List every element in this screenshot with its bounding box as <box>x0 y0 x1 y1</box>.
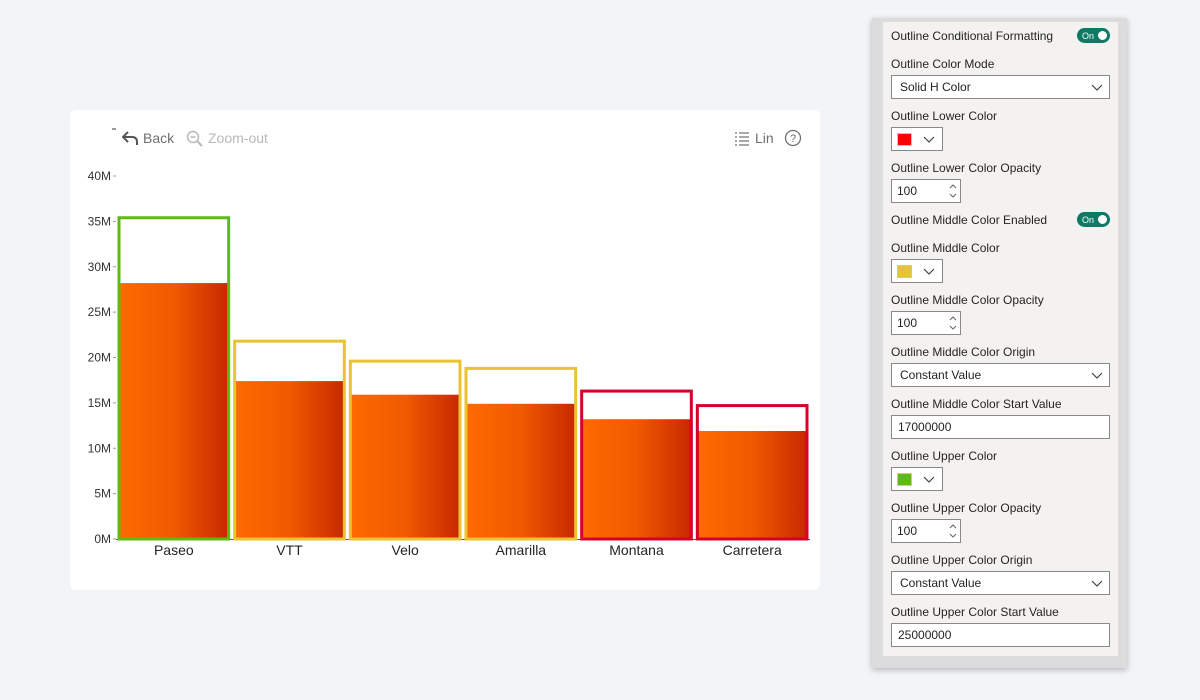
y-tick-label: 25M <box>88 305 111 319</box>
bar-value[interactable] <box>697 431 807 539</box>
chevron-down-icon <box>923 136 935 143</box>
middle-color-label: Outline Middle Color <box>891 241 1000 255</box>
upper-opacity-stepper[interactable]: 100 <box>891 519 961 543</box>
bar-value[interactable] <box>350 394 460 539</box>
drill-up-marker <box>112 128 116 130</box>
bar-value[interactable] <box>119 283 229 539</box>
zoom-out-button[interactable]: Zoom-out <box>186 128 268 148</box>
y-axis: 0M 5M 10M 15M 20M 25M 30M 35M 40M <box>88 169 810 546</box>
upper-start-label: Outline Upper Color Start Value <box>891 605 1059 619</box>
stepper-arrows-icon[interactable] <box>948 182 958 200</box>
toggle-text: On <box>1082 30 1095 41</box>
chevron-down-icon <box>1091 372 1103 379</box>
y-tick-label: 40M <box>88 169 111 183</box>
lower-color-picker[interactable] <box>891 127 943 151</box>
middle-start-value: 17000000 <box>898 420 952 434</box>
chart-toolbar: Back Zoom-out Lin <box>70 110 820 162</box>
chevron-down-icon <box>1091 84 1103 91</box>
y-tick-label: 30M <box>88 260 111 274</box>
stepper-arrows-icon[interactable] <box>948 522 958 540</box>
x-category-label: Montana <box>609 542 664 558</box>
x-category-label: Amarilla <box>496 542 547 558</box>
chevron-down-icon <box>923 268 935 275</box>
toggle-text: On <box>1082 214 1095 225</box>
bar-outline[interactable] <box>233 339 346 541</box>
middle-opacity-value: 100 <box>897 316 918 330</box>
chart-card: 0M 5M 10M 15M 20M 25M 30M 35M 40M Paseo VTT Velo Am… <box>70 110 820 590</box>
upper-color-swatch <box>897 473 912 486</box>
chevron-down-icon <box>1091 580 1103 587</box>
upper-color-label: Outline Upper Color <box>891 449 998 463</box>
y-tick-label: 20M <box>88 351 111 365</box>
middle-origin-label: Outline Middle Color Origin <box>891 345 1036 359</box>
format-pane: Outline Conditional Formatting On Outlin… <box>883 22 1118 656</box>
x-category-label: Carretera <box>723 542 782 558</box>
middle-opacity-label: Outline Middle Color Opacity <box>891 293 1044 307</box>
toggle-knob <box>1098 215 1107 224</box>
scale-toggle-button[interactable]: Lin <box>734 128 774 148</box>
x-category-label: Paseo <box>154 542 194 558</box>
lower-color-swatch <box>897 133 912 146</box>
y-tick-label: 5M <box>94 487 111 501</box>
middle-start-input[interactable]: 17000000 <box>891 415 1110 439</box>
zoom-out-label: Zoom-out <box>208 130 268 146</box>
back-button[interactable]: Back <box>122 128 174 148</box>
upper-start-input[interactable]: 25000000 <box>891 623 1110 647</box>
x-category-label: Velo <box>392 542 419 558</box>
lower-opacity-value: 100 <box>897 184 918 198</box>
bar-outline[interactable] <box>464 366 578 541</box>
bar-value[interactable] <box>234 381 345 539</box>
middle-origin-dropdown[interactable]: Constant Value <box>891 363 1110 387</box>
upper-origin-dropdown[interactable]: Constant Value <box>891 571 1110 595</box>
y-tick-label: 15M <box>88 396 111 410</box>
bar-value[interactable] <box>466 403 576 539</box>
list-icon <box>735 131 749 146</box>
middle-enabled-toggle[interactable]: On <box>1077 212 1110 227</box>
bar-outline[interactable] <box>117 216 231 541</box>
middle-color-swatch <box>897 265 912 278</box>
middle-origin-value: Constant Value <box>900 368 982 382</box>
back-arrow-icon <box>122 130 138 145</box>
scale-label: Lin <box>755 130 774 146</box>
lower-opacity-stepper[interactable]: 100 <box>891 179 961 203</box>
y-tick-label: 0M <box>94 532 111 546</box>
back-label: Back <box>143 130 175 146</box>
bar-outline[interactable] <box>695 404 809 541</box>
help-icon: ? <box>784 129 802 147</box>
bar-outline[interactable] <box>348 359 462 541</box>
upper-opacity-value: 100 <box>897 524 918 538</box>
upper-origin-value: Constant Value <box>900 576 982 590</box>
upper-opacity-label: Outline Upper Color Opacity <box>891 501 1042 515</box>
y-tick-label: 35M <box>88 214 111 228</box>
upper-color-picker[interactable] <box>891 467 943 491</box>
middle-start-label: Outline Middle Color Start Value <box>891 397 1062 411</box>
middle-color-picker[interactable] <box>891 259 943 283</box>
upper-origin-label: Outline Upper Color Origin <box>891 553 1033 567</box>
y-tick-label: 10M <box>88 441 111 455</box>
toggle-knob <box>1098 31 1107 40</box>
middle-opacity-stepper[interactable]: 100 <box>891 311 961 335</box>
color-mode-label: Outline Color Mode <box>891 57 995 71</box>
help-button[interactable]: ? <box>784 128 807 148</box>
conditional-formatting-label: Outline Conditional Formatting <box>891 29 1054 43</box>
upper-start-value: 25000000 <box>898 628 952 642</box>
bar-chart: 0M 5M 10M 15M 20M 25M 30M 35M 40M Paseo VTT Velo Am… <box>88 169 810 558</box>
svg-text:?: ? <box>790 133 796 145</box>
zoom-out-icon <box>186 130 203 147</box>
bars <box>117 216 809 541</box>
x-category-label: VTT <box>276 542 303 558</box>
chevron-down-icon <box>923 476 935 483</box>
bar-value[interactable] <box>581 419 692 539</box>
lower-opacity-label: Outline Lower Color Opacity <box>891 161 1042 175</box>
color-mode-value: Solid H Color <box>900 80 971 94</box>
bar-outline[interactable] <box>580 389 693 541</box>
color-mode-dropdown[interactable]: Solid H Color <box>891 75 1110 99</box>
stepper-arrows-icon[interactable] <box>948 314 958 332</box>
middle-enabled-label: Outline Middle Color Enabled <box>891 213 1048 227</box>
x-axis: Paseo VTT Velo Amarilla Montana Carretera <box>154 542 782 558</box>
lower-color-label: Outline Lower Color <box>891 109 998 123</box>
conditional-formatting-toggle[interactable]: On <box>1077 28 1110 43</box>
